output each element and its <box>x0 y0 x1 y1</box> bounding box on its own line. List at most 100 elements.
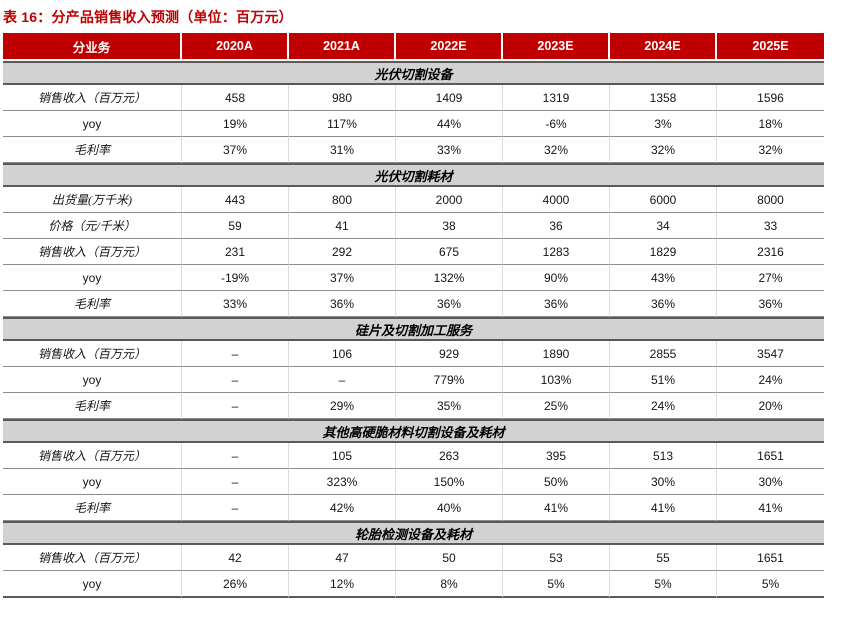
value-cell: – <box>289 367 396 393</box>
value-cell: 32% <box>610 137 717 163</box>
value-cell: -19% <box>182 265 289 291</box>
table-row: 销售收入（百万元） –105 263 395 513 1651 <box>3 443 824 469</box>
value-cell: 53 <box>503 545 610 571</box>
row-label: yoy <box>3 367 182 393</box>
value-cell: 443 <box>182 187 289 213</box>
value-cell: 231 <box>182 239 289 265</box>
value-cell: 41 <box>289 213 396 239</box>
value-cell: 323% <box>289 469 396 495</box>
value-cell: 2316 <box>717 239 824 265</box>
row-label: 价格（元/千米） <box>3 213 182 239</box>
value-cell: 12% <box>289 571 396 598</box>
value-cell: 132% <box>396 265 503 291</box>
table-row: 销售收入（百万元） 231 292 675 1283 1829 2316 <box>3 239 824 265</box>
value-cell: 33% <box>182 291 289 317</box>
value-cell: 36% <box>289 291 396 317</box>
row-label: yoy <box>3 265 182 291</box>
value-cell: 513 <box>610 443 717 469</box>
value-cell: 2000 <box>396 187 503 213</box>
value-cell: 26% <box>182 571 289 598</box>
value-cell: 458 <box>182 85 289 111</box>
section-title: 其他高硬脆材料切割设备及耗材 <box>3 419 824 443</box>
value-cell: 20% <box>717 393 824 419</box>
section-row: 光伏切割耗材 <box>3 163 824 187</box>
forecast-table: 分业务 2020A 2021A 2022E 2023E 2024E 2025E 光伏切割设备… <box>3 33 824 598</box>
value-cell: 42% <box>289 495 396 521</box>
column-header-2023E: 2023E <box>503 33 610 61</box>
section-title: 光伏切割设备 <box>3 61 824 85</box>
value-cell: 105 <box>289 443 396 469</box>
column-header-2022E: 2022E <box>396 33 503 61</box>
row-label: 销售收入（百万元） <box>3 239 182 265</box>
value-cell: – <box>182 341 289 367</box>
table-row: 销售收入（百万元） –106 929 1890 2855 3547 <box>3 341 824 367</box>
value-cell: 19% <box>182 111 289 137</box>
value-cell: 117% <box>289 111 396 137</box>
value-cell: 36% <box>503 291 610 317</box>
value-cell: 32% <box>503 137 610 163</box>
value-cell: – <box>182 495 289 521</box>
value-cell: 43% <box>610 265 717 291</box>
row-label: 出货量(万千米) <box>3 187 182 213</box>
value-cell: – <box>182 367 289 393</box>
section-row: 光伏切割设备 <box>3 61 824 85</box>
row-label: 销售收入（百万元） <box>3 443 182 469</box>
row-label: 毛利率 <box>3 393 182 419</box>
table-row: 毛利率 –42% 40% 41% 41% 41% <box>3 495 824 521</box>
value-cell: 36% <box>396 291 503 317</box>
value-cell: 150% <box>396 469 503 495</box>
value-cell: 36 <box>503 213 610 239</box>
row-label: yoy <box>3 571 182 598</box>
value-cell: 1651 <box>717 443 824 469</box>
value-cell: 1283 <box>503 239 610 265</box>
value-cell: 1596 <box>717 85 824 111</box>
column-header-2020A: 2020A <box>182 33 289 61</box>
section-title: 光伏切割耗材 <box>3 163 824 187</box>
value-cell: 38 <box>396 213 503 239</box>
value-cell: – <box>182 393 289 419</box>
value-cell: 27% <box>717 265 824 291</box>
column-header-business: 分业务 <box>3 33 182 61</box>
value-cell: 47 <box>289 545 396 571</box>
value-cell: 37% <box>182 137 289 163</box>
value-cell: 25% <box>503 393 610 419</box>
value-cell: 24% <box>610 393 717 419</box>
table-row: yoy –323% 150% 50% 30% 30% <box>3 469 824 495</box>
value-cell: 395 <box>503 443 610 469</box>
value-cell: 2855 <box>610 341 717 367</box>
value-cell: 3% <box>610 111 717 137</box>
value-cell: 41% <box>610 495 717 521</box>
value-cell: 18% <box>717 111 824 137</box>
value-cell: 263 <box>396 443 503 469</box>
value-cell: 30% <box>717 469 824 495</box>
table-row: 价格（元/千米） 59 41 38 36 34 33 <box>3 213 824 239</box>
value-cell: 3547 <box>717 341 824 367</box>
table-row: 毛利率 –29% 35% 25% 24% 20% <box>3 393 824 419</box>
value-cell: 33% <box>396 137 503 163</box>
value-cell: 980 <box>289 85 396 111</box>
row-label: 毛利率 <box>3 495 182 521</box>
value-cell: -6% <box>503 111 610 137</box>
value-cell: 33 <box>717 213 824 239</box>
column-header-2024E: 2024E <box>610 33 717 61</box>
table-row: yoy -19% 37% 132% 90% 43% 27% <box>3 265 824 291</box>
value-cell: 36% <box>610 291 717 317</box>
value-cell: 1829 <box>610 239 717 265</box>
value-cell: 675 <box>396 239 503 265</box>
table-row: yoy 19% 117% 44% -6% 3% 18% <box>3 111 824 137</box>
value-cell: 5% <box>717 571 824 598</box>
value-cell: 929 <box>396 341 503 367</box>
value-cell: 37% <box>289 265 396 291</box>
value-cell: 8000 <box>717 187 824 213</box>
value-cell: 1890 <box>503 341 610 367</box>
value-cell: – <box>182 469 289 495</box>
table-row: yoy 26% 12% 8% 5% 5% 5% <box>3 571 824 598</box>
value-cell: 44% <box>396 111 503 137</box>
value-cell: – <box>182 443 289 469</box>
value-cell: 5% <box>503 571 610 598</box>
value-cell: 42 <box>182 545 289 571</box>
table-row: yoy – –779% 103% 51% 24% <box>3 367 824 393</box>
row-label: 销售收入（百万元） <box>3 85 182 111</box>
table-row: 销售收入（百万元） 42 47 50 53 55 1651 <box>3 545 824 571</box>
